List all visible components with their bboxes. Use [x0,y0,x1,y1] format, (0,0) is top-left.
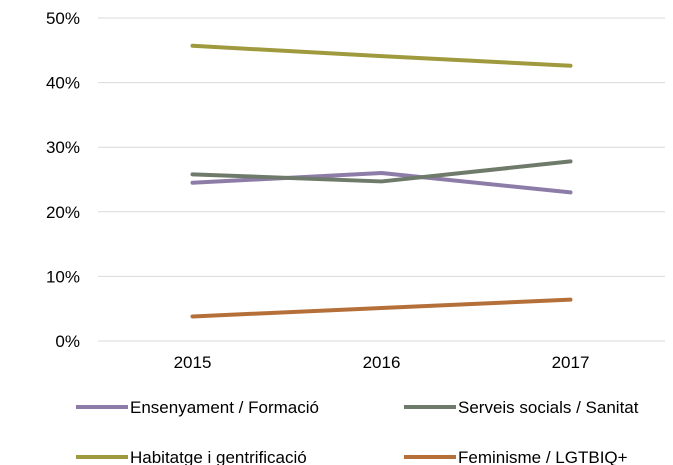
x-axis-ticks: 2015 2016 2017 [174,353,590,372]
y-tick-label: 0% [55,332,80,351]
series-lines [190,43,573,319]
y-tick-label: 20% [46,203,80,222]
y-tick-label: 30% [46,138,80,157]
y-tick-label: 10% [46,267,80,286]
series-line [190,159,573,184]
legend-label: Serveis socials / Sanitat [458,398,639,417]
y-tick-label: 40% [46,74,80,93]
x-tick-label: 2017 [552,353,590,372]
legend: Ensenyament / Formació Serveis socials /… [76,398,639,465]
y-tick-label: 50% [46,9,80,28]
legend-label: Habitatge i gentrificació [130,448,307,465]
x-tick-label: 2015 [174,353,212,372]
series-line [190,43,573,68]
gridlines [98,17,665,342]
series-line [190,171,573,195]
series-line [190,297,573,319]
legend-label: Ensenyament / Formació [130,398,319,417]
y-axis-ticks: 0% 10% 20% 30% 40% 50% [46,9,80,351]
legend-label: Feminisme / LGTBIQ+ [458,448,628,465]
x-tick-label: 2016 [363,353,401,372]
